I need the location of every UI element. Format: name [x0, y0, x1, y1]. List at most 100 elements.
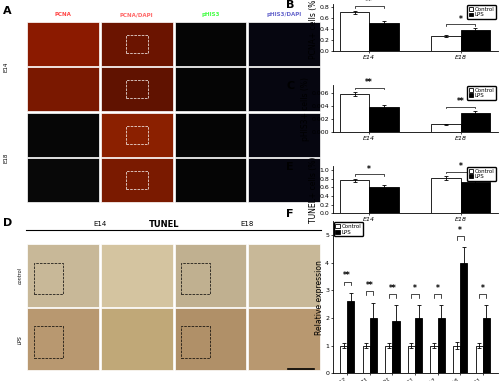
Text: *: * — [436, 284, 440, 293]
Text: TUNEL: TUNEL — [148, 220, 179, 229]
FancyBboxPatch shape — [174, 158, 246, 202]
Bar — [415, 318, 422, 373]
FancyBboxPatch shape — [101, 158, 172, 202]
FancyBboxPatch shape — [248, 158, 320, 202]
Text: D: D — [4, 218, 13, 228]
Text: E18: E18 — [240, 221, 254, 227]
Legend: Control, LPS: Control, LPS — [467, 167, 496, 181]
Bar — [340, 94, 370, 133]
Text: *: * — [413, 284, 417, 293]
Legend: Control, LPS: Control, LPS — [467, 86, 496, 100]
Bar — [460, 30, 490, 51]
Legend: Control, LPS: Control, LPS — [467, 5, 496, 19]
Bar — [370, 23, 398, 51]
Bar — [126, 126, 148, 144]
Bar — [340, 12, 370, 51]
Text: *: * — [459, 15, 462, 24]
Text: **: ** — [366, 281, 374, 290]
Text: *: * — [368, 165, 371, 174]
Text: B: B — [286, 0, 294, 10]
FancyBboxPatch shape — [101, 113, 172, 157]
Y-axis label: Relative expression: Relative expression — [314, 260, 324, 335]
Text: control: control — [18, 35, 23, 53]
Text: **: ** — [366, 78, 373, 87]
Bar — [370, 107, 398, 133]
Text: E18: E18 — [4, 152, 8, 163]
Text: E14: E14 — [94, 221, 106, 227]
FancyBboxPatch shape — [101, 22, 172, 66]
Bar — [126, 35, 148, 53]
Text: E14: E14 — [4, 61, 8, 72]
Bar — [34, 327, 63, 358]
FancyBboxPatch shape — [248, 113, 320, 157]
Bar — [34, 263, 63, 295]
Text: LPS: LPS — [18, 85, 23, 94]
FancyBboxPatch shape — [174, 22, 246, 66]
FancyBboxPatch shape — [27, 113, 99, 157]
FancyBboxPatch shape — [174, 308, 246, 370]
Bar — [126, 171, 148, 189]
Bar — [340, 181, 370, 213]
Text: control: control — [18, 267, 23, 284]
Bar — [408, 346, 415, 373]
Text: LPS: LPS — [18, 176, 23, 184]
Bar — [181, 263, 210, 295]
Text: LPS: LPS — [18, 335, 23, 344]
Bar — [347, 301, 354, 373]
Legend: Control, LPS: Control, LPS — [334, 222, 363, 236]
Text: PCNA: PCNA — [54, 12, 72, 17]
Bar — [392, 321, 400, 373]
FancyBboxPatch shape — [101, 244, 172, 307]
Bar — [126, 80, 148, 98]
Text: *: * — [458, 226, 462, 235]
Text: pHIS3/DAPI: pHIS3/DAPI — [266, 12, 302, 17]
Bar — [476, 346, 483, 373]
Bar — [370, 318, 377, 373]
FancyBboxPatch shape — [27, 308, 99, 370]
FancyBboxPatch shape — [174, 244, 246, 307]
Text: **: ** — [366, 0, 373, 6]
Bar — [362, 346, 370, 373]
Bar — [432, 125, 460, 133]
FancyBboxPatch shape — [174, 67, 246, 111]
FancyBboxPatch shape — [27, 244, 99, 307]
Y-axis label: TUNEL+ cells (%): TUNEL+ cells (%) — [309, 156, 318, 223]
FancyBboxPatch shape — [101, 308, 172, 370]
Bar — [340, 346, 347, 373]
Bar — [483, 318, 490, 373]
FancyBboxPatch shape — [248, 244, 320, 307]
Bar — [453, 346, 460, 373]
Bar — [460, 182, 490, 213]
Bar — [181, 327, 210, 358]
FancyBboxPatch shape — [27, 22, 99, 66]
Y-axis label: PCNA+ cells (%): PCNA+ cells (%) — [309, 0, 318, 59]
FancyBboxPatch shape — [101, 67, 172, 111]
Text: F: F — [286, 209, 294, 219]
FancyBboxPatch shape — [27, 67, 99, 111]
Bar — [432, 36, 460, 51]
Bar — [432, 178, 460, 213]
Text: A: A — [4, 6, 12, 16]
Bar — [370, 187, 398, 213]
Text: PCNA/DAPI: PCNA/DAPI — [120, 12, 154, 17]
Y-axis label: pHIS3+ cells (%): pHIS3+ cells (%) — [301, 77, 310, 141]
Bar — [438, 318, 445, 373]
Text: C: C — [286, 81, 294, 91]
Text: **: ** — [388, 284, 396, 293]
Bar — [460, 263, 468, 373]
Text: *: * — [459, 162, 462, 171]
Text: E: E — [286, 162, 294, 172]
Bar — [460, 112, 490, 133]
FancyBboxPatch shape — [248, 67, 320, 111]
Bar — [385, 346, 392, 373]
Text: control: control — [18, 126, 23, 143]
Text: **: ** — [344, 271, 351, 280]
Text: **: ** — [457, 98, 464, 106]
Bar — [430, 346, 438, 373]
Text: *: * — [481, 284, 484, 293]
FancyBboxPatch shape — [174, 113, 246, 157]
Text: pHIS3: pHIS3 — [201, 12, 220, 17]
FancyBboxPatch shape — [248, 308, 320, 370]
FancyBboxPatch shape — [27, 158, 99, 202]
FancyBboxPatch shape — [248, 22, 320, 66]
